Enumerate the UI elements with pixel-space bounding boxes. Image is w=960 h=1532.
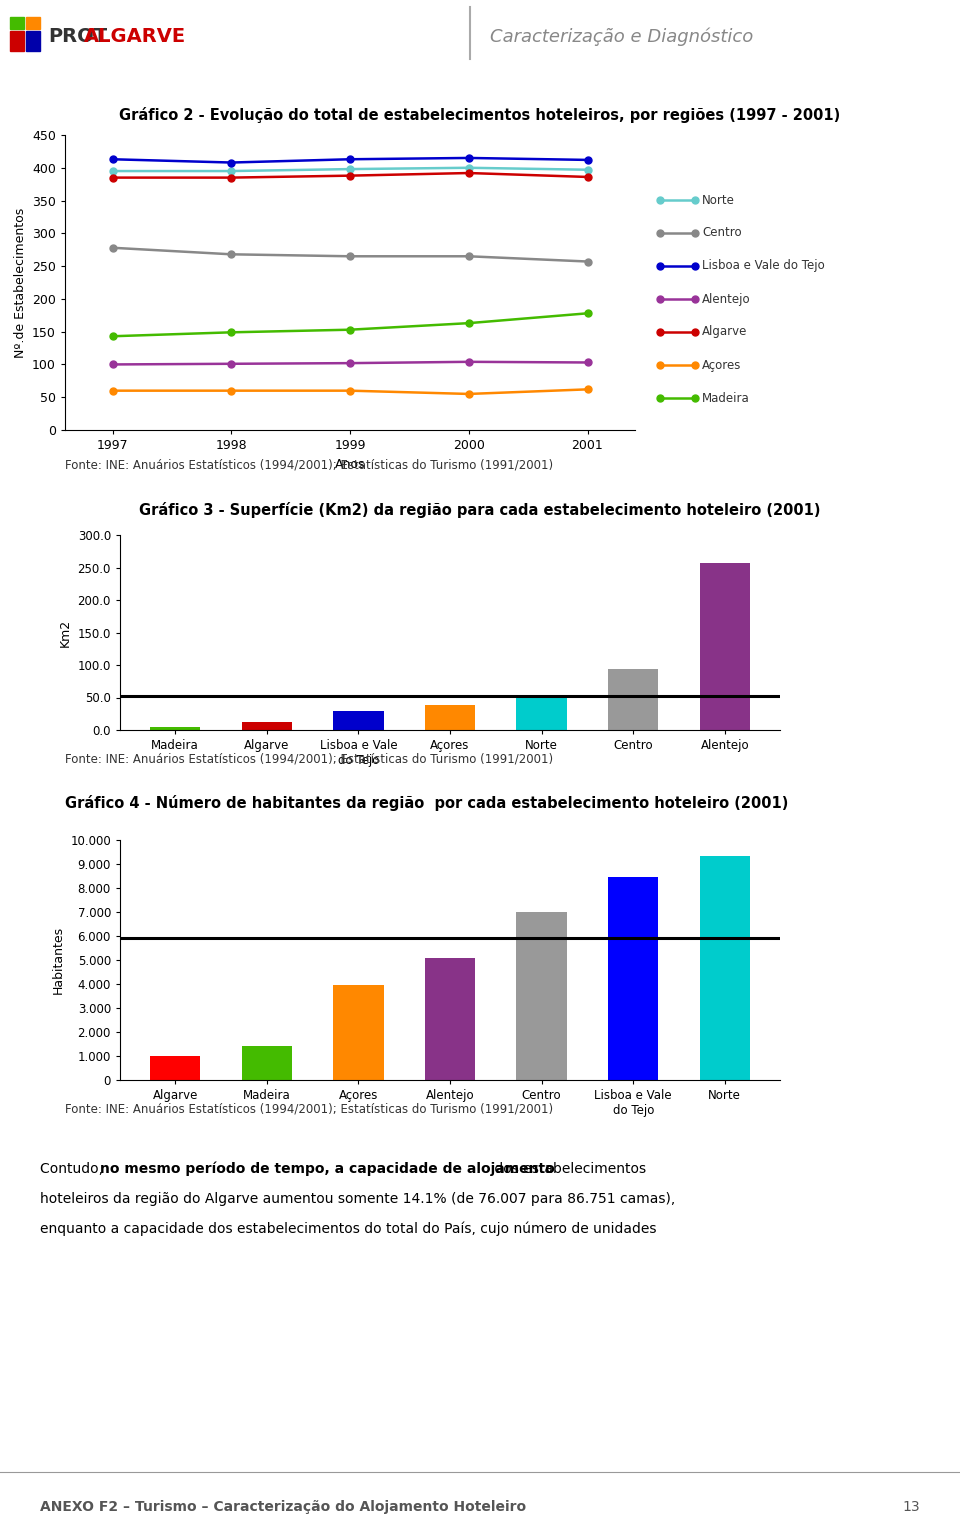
Bar bbox=[700, 855, 750, 1080]
Text: Açores: Açores bbox=[702, 358, 741, 371]
Text: PROT: PROT bbox=[48, 28, 108, 46]
Bar bbox=[26, 17, 40, 29]
Text: Algarve: Algarve bbox=[702, 325, 748, 339]
Text: Caracterização e Diagnóstico: Caracterização e Diagnóstico bbox=[490, 28, 754, 46]
Text: Gráfico 3 - Superfície (Km2) da região para cada estabelecimento hoteleiro (2001: Gráfico 3 - Superfície (Km2) da região p… bbox=[139, 502, 821, 518]
Text: Lisboa e Vale do Tejo: Lisboa e Vale do Tejo bbox=[702, 259, 825, 273]
Text: enquanto a capacidade dos estabelecimentos do total do País, cujo número de unid: enquanto a capacidade dos estabeleciment… bbox=[40, 1223, 657, 1236]
Bar bbox=[10, 31, 24, 51]
Bar bbox=[425, 958, 475, 1080]
Bar bbox=[333, 985, 384, 1080]
Bar bbox=[10, 17, 24, 29]
Text: Centro: Centro bbox=[702, 227, 742, 239]
Text: dos estabelecimentos: dos estabelecimentos bbox=[490, 1161, 646, 1177]
Text: Fonte: INE: Anuários Estatísticos (1994/2001); Estatísticas do Turismo (1991/200: Fonte: INE: Anuários Estatísticos (1994/… bbox=[65, 754, 553, 766]
Y-axis label: Habitantes: Habitantes bbox=[52, 925, 64, 994]
Text: Alentejo: Alentejo bbox=[702, 293, 751, 305]
Text: ANEXO F2 – Turismo – Caracterização do Alojamento Hoteleiro: ANEXO F2 – Turismo – Caracterização do A… bbox=[40, 1500, 526, 1514]
Bar bbox=[150, 728, 201, 731]
Text: Gráfico 4 - Número de habitantes da região  por cada estabelecimento hoteleiro (: Gráfico 4 - Número de habitantes da regi… bbox=[65, 795, 788, 810]
Bar bbox=[26, 31, 40, 51]
Bar bbox=[425, 705, 475, 731]
Text: Contudo,: Contudo, bbox=[40, 1161, 108, 1177]
Bar bbox=[242, 722, 292, 731]
Text: ALGARVE: ALGARVE bbox=[84, 28, 186, 46]
Text: Fonte: INE: Anuários Estatísticos (1994/2001); Estatísticas do Turismo (1991/200: Fonte: INE: Anuários Estatísticos (1994/… bbox=[65, 458, 553, 470]
Bar bbox=[242, 1046, 292, 1080]
Bar bbox=[608, 878, 659, 1080]
Y-axis label: Km2: Km2 bbox=[60, 619, 72, 647]
Bar bbox=[700, 562, 750, 731]
Bar bbox=[608, 669, 659, 731]
Bar bbox=[516, 696, 566, 731]
Bar bbox=[333, 711, 384, 731]
Text: hoteleiros da região do Algarve aumentou somente 14.1% (de 76.007 para 86.751 ca: hoteleiros da região do Algarve aumentou… bbox=[40, 1192, 675, 1206]
Text: Gráfico 2 - Evolução do total de estabelecimentos hoteleiros, por regiões (1997 : Gráfico 2 - Evolução do total de estabel… bbox=[119, 107, 841, 123]
X-axis label: Anos: Anos bbox=[335, 458, 365, 470]
Text: Norte: Norte bbox=[702, 193, 734, 207]
Bar bbox=[516, 912, 566, 1080]
Bar bbox=[150, 1056, 201, 1080]
Text: no mesmo período de tempo, a capacidade de alojamento: no mesmo período de tempo, a capacidade … bbox=[100, 1161, 555, 1177]
Text: 13: 13 bbox=[902, 1500, 920, 1514]
Text: Fonte: INE: Anuários Estatísticos (1994/2001); Estatísticas do Turismo (1991/200: Fonte: INE: Anuários Estatísticos (1994/… bbox=[65, 1103, 553, 1115]
Text: Madeira: Madeira bbox=[702, 392, 750, 404]
Y-axis label: Nº.de Estabelecimentos: Nº.de Estabelecimentos bbox=[13, 207, 27, 357]
